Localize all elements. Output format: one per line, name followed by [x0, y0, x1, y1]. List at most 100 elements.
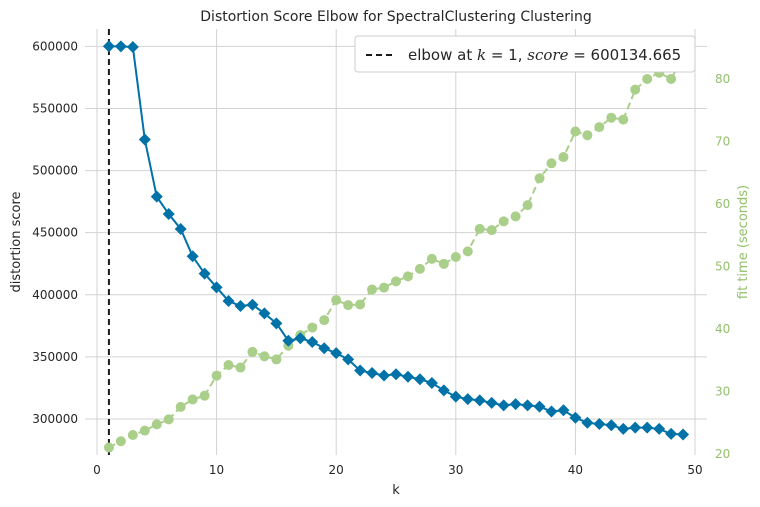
- distortion-point: [605, 419, 618, 432]
- distortion-point: [342, 353, 355, 366]
- legend-label-k: k: [477, 46, 486, 64]
- distortion-point: [665, 427, 678, 440]
- distortion-point: [629, 421, 642, 434]
- fit-time-point: [307, 322, 318, 333]
- distortion-point: [246, 298, 259, 311]
- fit-time-point: [355, 299, 366, 310]
- fit-time-point: [474, 223, 485, 234]
- x-tick-label: 30: [448, 463, 463, 477]
- fit-time-point: [546, 158, 557, 169]
- fit-time-point: [462, 246, 473, 257]
- fit-time-point: [163, 414, 174, 425]
- y-tick-label: 300000: [32, 412, 78, 426]
- legend-label-text: elbow at: [408, 46, 477, 64]
- fit-time-point: [103, 442, 114, 453]
- distortion-point: [270, 317, 283, 330]
- fit-time-point: [271, 354, 282, 365]
- fit-time-point: [259, 351, 270, 362]
- fit-time-point: [379, 282, 390, 293]
- y2-tick-label: 70: [715, 134, 730, 148]
- distortion-point: [581, 416, 594, 429]
- distortion-point: [126, 41, 139, 54]
- distortion-point: [138, 133, 151, 146]
- distortion-point: [401, 370, 414, 383]
- fit-time-point: [391, 276, 401, 287]
- fit-time-point: [618, 114, 629, 125]
- fit-time-point: [247, 346, 258, 357]
- fit-time-point: [319, 315, 330, 326]
- fit-time-point: [558, 152, 569, 163]
- y2-tick-label: 40: [715, 322, 730, 336]
- x-tick-label: 20: [329, 463, 344, 477]
- distortion-point: [390, 368, 402, 381]
- fit-time-point: [127, 430, 138, 441]
- distortion-point: [198, 267, 211, 280]
- y2-tick-label: 50: [715, 259, 730, 273]
- fit-time-point: [666, 73, 677, 84]
- distortion-point: [114, 40, 127, 53]
- distortion-point: [186, 250, 199, 263]
- fit-time-point: [438, 258, 449, 269]
- y2-tick-label: 20: [715, 447, 730, 461]
- fit-time-point: [115, 436, 126, 447]
- distortion-point: [294, 332, 307, 345]
- distortion-point: [437, 384, 450, 397]
- fit-time-point: [606, 112, 617, 123]
- distortion-point: [569, 411, 582, 424]
- distortion-point: [318, 342, 331, 355]
- distortion-point: [330, 347, 343, 360]
- x-tick-label: 50: [687, 463, 702, 477]
- y2-tick-label: 60: [715, 197, 730, 211]
- fit-time-point: [175, 401, 186, 412]
- fit-time-point: [223, 360, 234, 371]
- fit-time-point: [426, 253, 437, 264]
- y-tick-label: 600000: [32, 39, 78, 53]
- distortion-point: [533, 400, 546, 413]
- y-tick-labels: 300000 350000 400000 450000 500000 550000 6000…: [32, 39, 78, 426]
- y-tick-label: 350000: [32, 350, 78, 364]
- y2-tick-label: 80: [715, 72, 730, 86]
- distortion-point: [366, 367, 379, 380]
- legend-label: elbow at k = 1, score = 600134.665: [408, 46, 681, 64]
- distortion-point: [102, 40, 115, 53]
- distortion-point: [150, 190, 163, 203]
- distortion-point: [234, 299, 247, 312]
- distortion-point: [545, 405, 558, 418]
- chart-title: Distortion Score Elbow for SpectralClust…: [200, 9, 591, 25]
- fit-time-point: [642, 73, 653, 84]
- fit-time-point: [522, 200, 533, 211]
- distortion-point: [449, 390, 462, 403]
- y2-axis-title: fit time (seconds): [736, 185, 751, 299]
- distortion-point: [461, 393, 474, 406]
- distortion-point: [306, 335, 319, 348]
- y-axis-title: distortion score: [9, 192, 24, 293]
- distortion-point: [593, 417, 606, 430]
- fit-time-point: [343, 300, 354, 311]
- distortion-point: [425, 376, 438, 389]
- y2-tick-label: 30: [715, 384, 730, 398]
- x-tick-label: 0: [93, 463, 101, 477]
- distortion-point: [677, 428, 690, 441]
- fit-time-point: [582, 130, 593, 141]
- fit-time-point: [594, 122, 605, 133]
- x-tick-label: 40: [568, 463, 583, 477]
- y-tick-label: 450000: [32, 226, 78, 240]
- fit-time-point: [211, 370, 222, 381]
- fit-time-point: [486, 225, 497, 236]
- legend-box: [354, 35, 696, 73]
- distortion-point: [653, 422, 666, 435]
- distortion-point: [617, 422, 630, 435]
- distortion-point: [222, 294, 235, 307]
- fit-time-point: [199, 390, 210, 401]
- distortion-point: [557, 404, 570, 417]
- legend-label-tail: = 600134.665: [568, 46, 681, 64]
- legend: elbow at k = 1, score = 600134.665: [354, 35, 696, 73]
- distortion-point: [509, 398, 522, 411]
- distortion-point: [210, 281, 223, 294]
- distortion-point: [162, 208, 175, 221]
- distortion-point: [485, 396, 498, 409]
- distortion-point: [521, 399, 534, 412]
- legend-label-score: score: [527, 46, 568, 64]
- fit-time-point: [570, 126, 581, 137]
- x-axis-title: k: [392, 483, 400, 498]
